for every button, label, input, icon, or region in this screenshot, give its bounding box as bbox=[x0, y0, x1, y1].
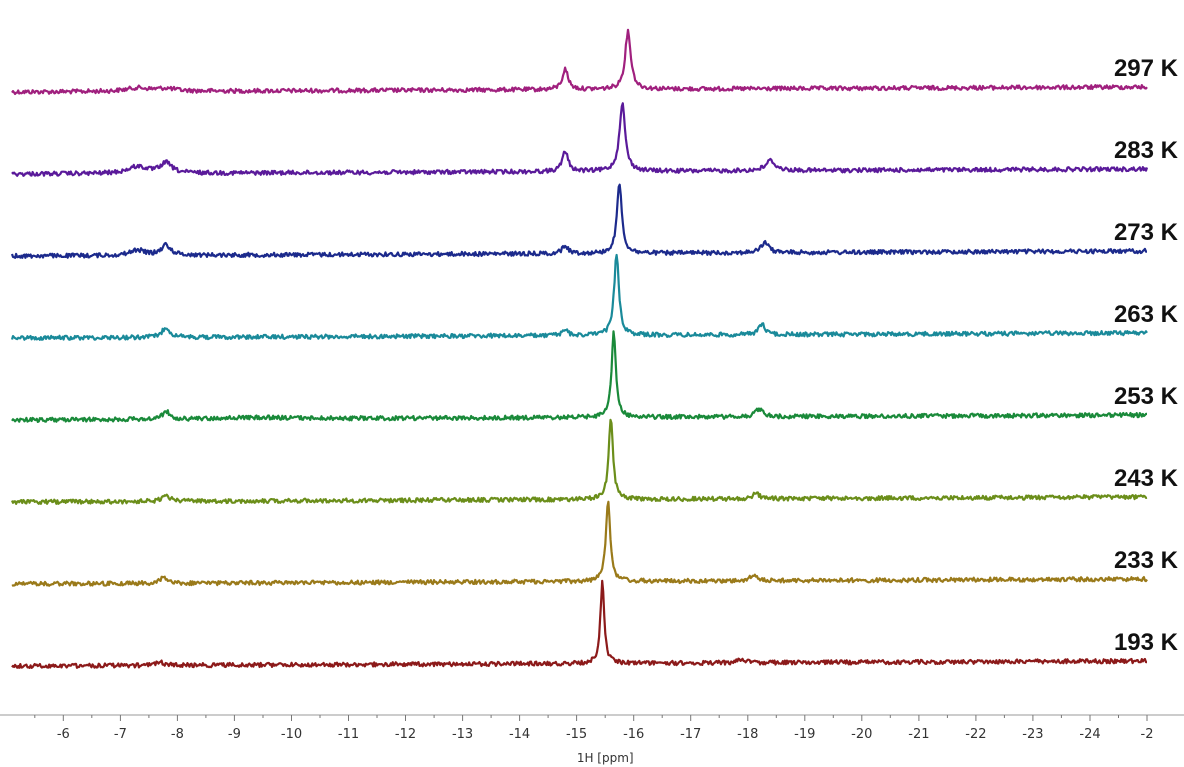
spectrum-trace-253k bbox=[11, 330, 1148, 423]
x-tick-label: -8 bbox=[171, 727, 184, 742]
spectrum-trace-273k bbox=[10, 183, 1148, 259]
spectrum-trace-243k bbox=[10, 418, 1148, 505]
x-tick-label: -12 bbox=[395, 727, 416, 742]
series-label: 233 K bbox=[1114, 547, 1179, 574]
x-tick-label: -24 bbox=[1079, 727, 1100, 742]
x-tick-label: -14 bbox=[509, 727, 530, 742]
x-axis-title: 1H [ppm] bbox=[577, 751, 634, 765]
spectrum-trace-297k bbox=[11, 28, 1148, 96]
x-tick-label: -21 bbox=[908, 727, 929, 742]
x-tick-label: -23 bbox=[1022, 727, 1043, 742]
series-label: 263 K bbox=[1114, 301, 1179, 328]
spectrum-trace-233k bbox=[11, 500, 1148, 587]
series-label: 243 K bbox=[1114, 465, 1179, 492]
x-tick-label: -20 bbox=[851, 727, 872, 742]
x-tick-label: -18 bbox=[737, 727, 758, 742]
series-label: 253 K bbox=[1114, 383, 1179, 410]
series-label: 193 K bbox=[1114, 629, 1179, 656]
x-tick-label: -22 bbox=[965, 727, 986, 742]
x-tick-label: -2 bbox=[1141, 727, 1154, 742]
spectrum-trace-283k bbox=[11, 102, 1149, 177]
x-tick-label: -7 bbox=[114, 727, 127, 742]
spectrum-trace-263k bbox=[10, 253, 1148, 341]
x-tick-label: -17 bbox=[680, 727, 701, 742]
spectra-traces bbox=[10, 28, 1149, 669]
series-label: 283 K bbox=[1114, 137, 1179, 164]
x-tick-label: -10 bbox=[281, 727, 302, 742]
x-axis: -6 -7 -8 -9 -10 -11 -12 -13 -14 -15 -16 -17 -18 -19 -2… bbox=[0, 714, 1184, 742]
x-tick-label: -15 bbox=[566, 727, 587, 742]
spectrum-trace-193k bbox=[11, 579, 1148, 669]
x-tick-label: -11 bbox=[338, 727, 359, 742]
series-label: 273 K bbox=[1114, 219, 1179, 246]
x-tick-label: -16 bbox=[623, 727, 644, 742]
temperature-labels: 297 K 283 K 273 K 263 K 253 K 243 K 233 K 193 K bbox=[1114, 55, 1179, 656]
x-tick-label: -6 bbox=[57, 727, 70, 742]
x-tick-label: -9 bbox=[228, 727, 241, 742]
x-tick-label: -19 bbox=[794, 727, 815, 742]
x-tick-label: -13 bbox=[452, 727, 473, 742]
series-label: 297 K bbox=[1114, 55, 1179, 82]
